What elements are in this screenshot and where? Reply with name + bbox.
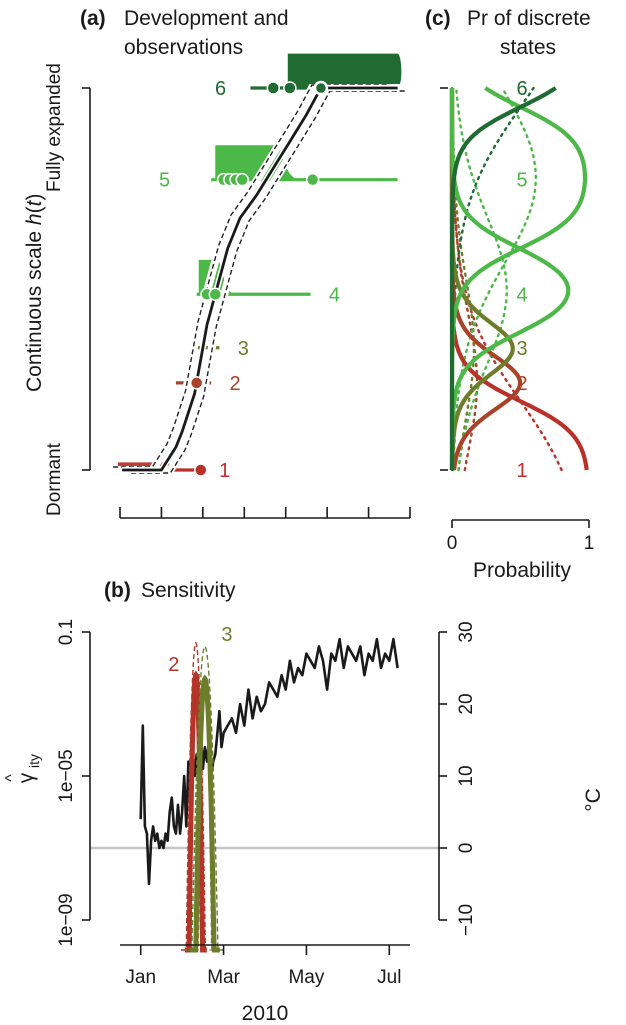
observation-point-6 [283,81,297,95]
state-labels: 1 2 3 4 5 6 [159,78,340,482]
probability-dotted-3 [451,86,476,472]
sensitivity-labels: 23 [168,624,232,676]
right-tick-label-0: −10 [456,904,477,936]
probability-solid-3 [449,88,515,470]
panel-b-x-axis-title: 2010 [242,1002,289,1025]
panel-b-right-axis-title: °C [582,788,605,812]
panel-a-title-line-2: observations [124,36,243,59]
panel-a: (a) Development and observations 123456 … [23,7,411,519]
panel-c-x-tick-label-1: 1 [584,533,595,554]
sensitivity-curves [181,641,226,953]
probability-state-labels: 1 2 3 4 5 6 [516,78,527,482]
sensitivity-label-3: 3 [221,624,232,646]
probability-solid-6 [449,86,557,470]
observation-point-2 [189,376,204,390]
probability-label-3: 3 [516,338,527,360]
temperature-line [139,637,399,886]
panel-a-x-ticks [119,507,411,518]
development-trajectory [113,84,407,474]
state-band-6 [287,53,402,88]
bottom-tick-label-1: Mar [207,967,240,988]
state-label-4: 4 [329,284,340,306]
observation-point-6 [266,81,281,95]
state-label-3: 3 [238,338,249,360]
bottom-tick-label-3: Jul [377,967,401,988]
panel-a-letter: (a) [80,7,106,30]
state-label-1: 1 [219,460,230,482]
panel-b-right-ticks: −10 0 10 20 30 [439,621,477,936]
bottom-tick-label-2: May [288,967,324,988]
gamma-hat: ^ [3,774,20,782]
observation-points [189,80,329,477]
gamma-symbol: γ [15,772,38,783]
observation-point-4 [208,287,223,302]
gamma-subscript: ity [26,754,42,768]
sensitivity-mean-3 [190,674,220,953]
panel-c-x-axis-title: Probability [473,559,572,582]
probability-label-6: 6 [516,78,527,100]
panel-b-x-ticks: Jan Mar May Jul [125,945,401,988]
right-tick-label-4: 30 [456,621,477,642]
panel-b-title: Sensitivity [141,579,236,602]
panel-c-x-tick-label-0: 0 [447,533,458,554]
left-tick-label-0: 1e−09 [56,893,77,946]
panel-b-letter: (b) [104,579,131,602]
state-label-5: 5 [159,170,170,192]
panel-a-y-axis-title: Continuous scale h(t) [23,194,46,392]
panel-b-left-ticks: 1e−09 1e−05 0.1 [56,619,90,947]
right-tick-label-3: 20 [456,693,477,714]
panel-c-title-line-2: states [500,36,556,59]
state-bands [117,53,402,470]
right-tick-label-1: 0 [456,843,477,854]
state-label-2: 2 [230,373,241,395]
probability-label-2: 2 [516,373,527,395]
trajectory-upper-bound [113,84,389,468]
panel-a-y-label-fully-expanded: Fully expanded [44,63,65,192]
sensitivity-label-2: 2 [168,654,179,676]
panel-c-title-line-1: Pr of discrete [467,7,591,30]
probability-label-1: 1 [516,460,527,482]
observation-point-1 [194,463,208,477]
probability-dotted-5 [452,86,537,472]
left-tick-label-2: 0.1 [56,619,77,645]
panel-b-left-axis-title: γ ity ^ [3,754,42,783]
panel-c-letter: (c) [425,7,451,30]
panel-a-title-line-1: Development and [124,7,289,30]
probability-dotted-4 [455,86,508,472]
probability-curves [449,86,589,472]
observation-point-6 [313,80,329,96]
observation-point-5 [305,172,320,187]
probability-label-5: 5 [516,170,527,192]
state-label-6: 6 [215,78,226,100]
panel-c: (c) Pr of discrete states 1 2 3 4 5 6 0 1 Pro… [425,7,594,582]
observation-point-5 [235,172,249,187]
bottom-tick-label-0: Jan [125,967,156,988]
probability-label-4: 4 [516,284,527,306]
right-tick-label-2: 10 [456,765,477,786]
temperature-series [139,637,399,886]
panel-a-y-label-dormant: Dormant [44,442,65,516]
left-tick-label-1: 1e−05 [56,749,77,802]
